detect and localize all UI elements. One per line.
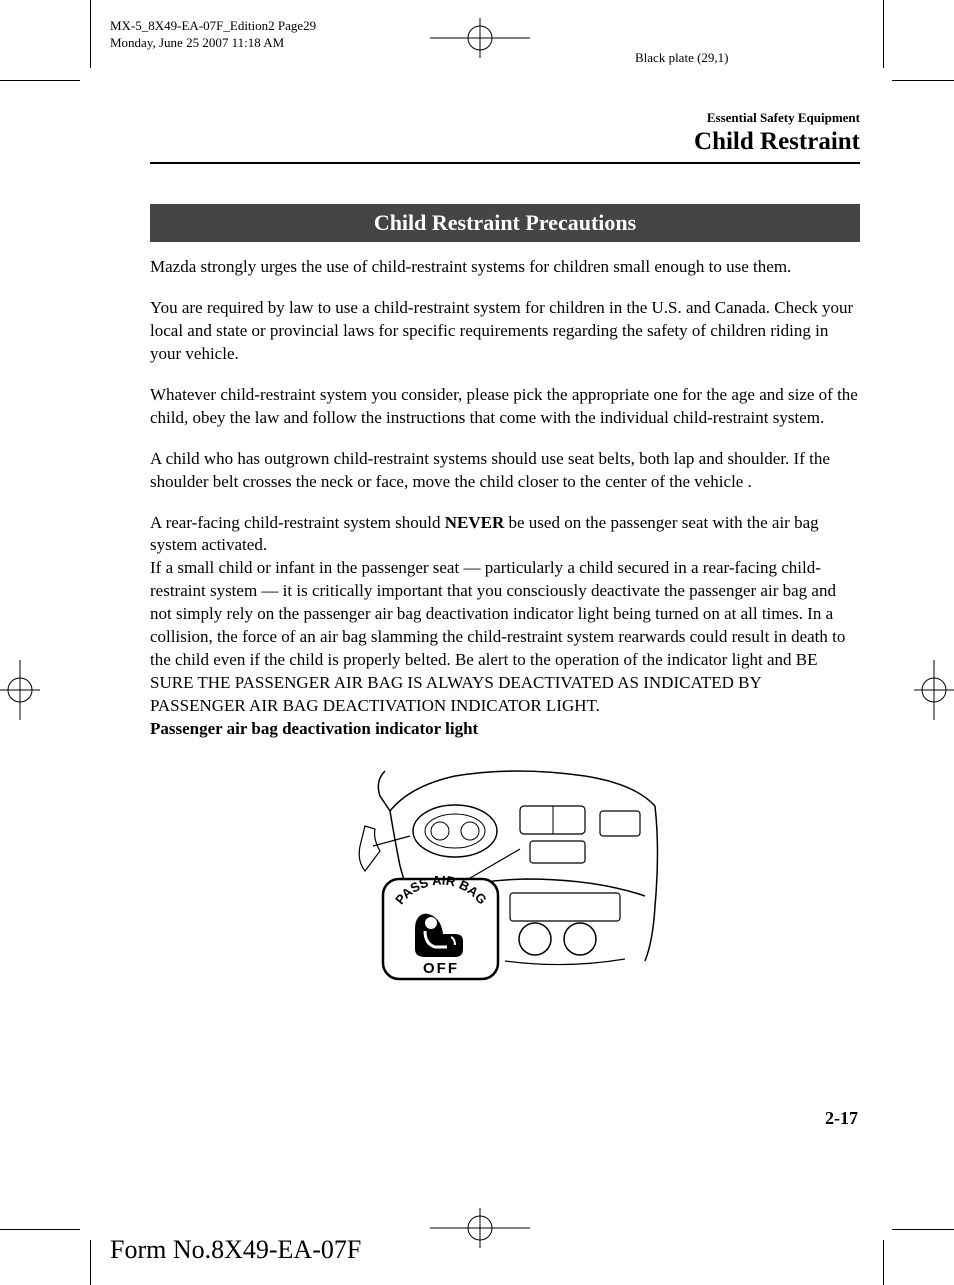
paragraph: You are required by law to use a child-r… xyxy=(150,297,860,366)
dashboard-illustration-icon: PASS AIR BAG OFF xyxy=(335,751,675,1001)
page-content: Essential Safety Equipment Child Restrai… xyxy=(150,110,860,1006)
registration-mark-bottom xyxy=(430,1208,530,1253)
print-line2: Monday, June 25 2007 11:18 AM xyxy=(110,35,316,52)
dashboard-figure: PASS AIR BAG OFF xyxy=(150,751,860,1006)
crop-mark xyxy=(883,1240,884,1285)
black-plate-label: Black plate (29,1) xyxy=(635,50,729,66)
paragraph: Whatever child-restraint system you cons… xyxy=(150,384,860,430)
page-number: 2-17 xyxy=(825,1108,858,1129)
crop-mark xyxy=(883,0,884,68)
print-metadata: MX-5_8X49-EA-07F_Edition2 Page29 Monday,… xyxy=(110,18,316,52)
registration-mark-left xyxy=(0,660,40,725)
registration-mark-top xyxy=(430,18,530,63)
form-number: Form No.8X49-EA-07F xyxy=(110,1235,361,1265)
paragraph: A rear-facing child-restraint system sho… xyxy=(150,512,860,558)
paragraph: Mazda strongly urges the use of child-re… xyxy=(150,256,860,279)
svg-text:OFF: OFF xyxy=(423,960,459,977)
body-text: Mazda strongly urges the use of child-re… xyxy=(150,256,860,741)
section-title: Child Restraint Precautions xyxy=(150,204,860,242)
page-header: Essential Safety Equipment Child Restrai… xyxy=(150,110,860,164)
crop-mark xyxy=(90,1240,91,1285)
header-title: Child Restraint xyxy=(150,128,860,156)
print-line1: MX-5_8X49-EA-07F_Edition2 Page29 xyxy=(110,18,316,35)
paragraph: If a small child or infant in the passen… xyxy=(150,557,860,718)
paragraph: A child who has outgrown child-restraint… xyxy=(150,448,860,494)
registration-mark-right xyxy=(914,660,954,725)
header-category: Essential Safety Equipment xyxy=(150,110,860,126)
crop-mark xyxy=(0,80,80,81)
crop-mark xyxy=(0,1229,80,1230)
paragraph-bold: Passenger air bag deactivation indicator… xyxy=(150,718,860,741)
crop-mark xyxy=(892,1229,954,1230)
crop-mark xyxy=(90,0,91,68)
crop-mark xyxy=(892,80,954,81)
